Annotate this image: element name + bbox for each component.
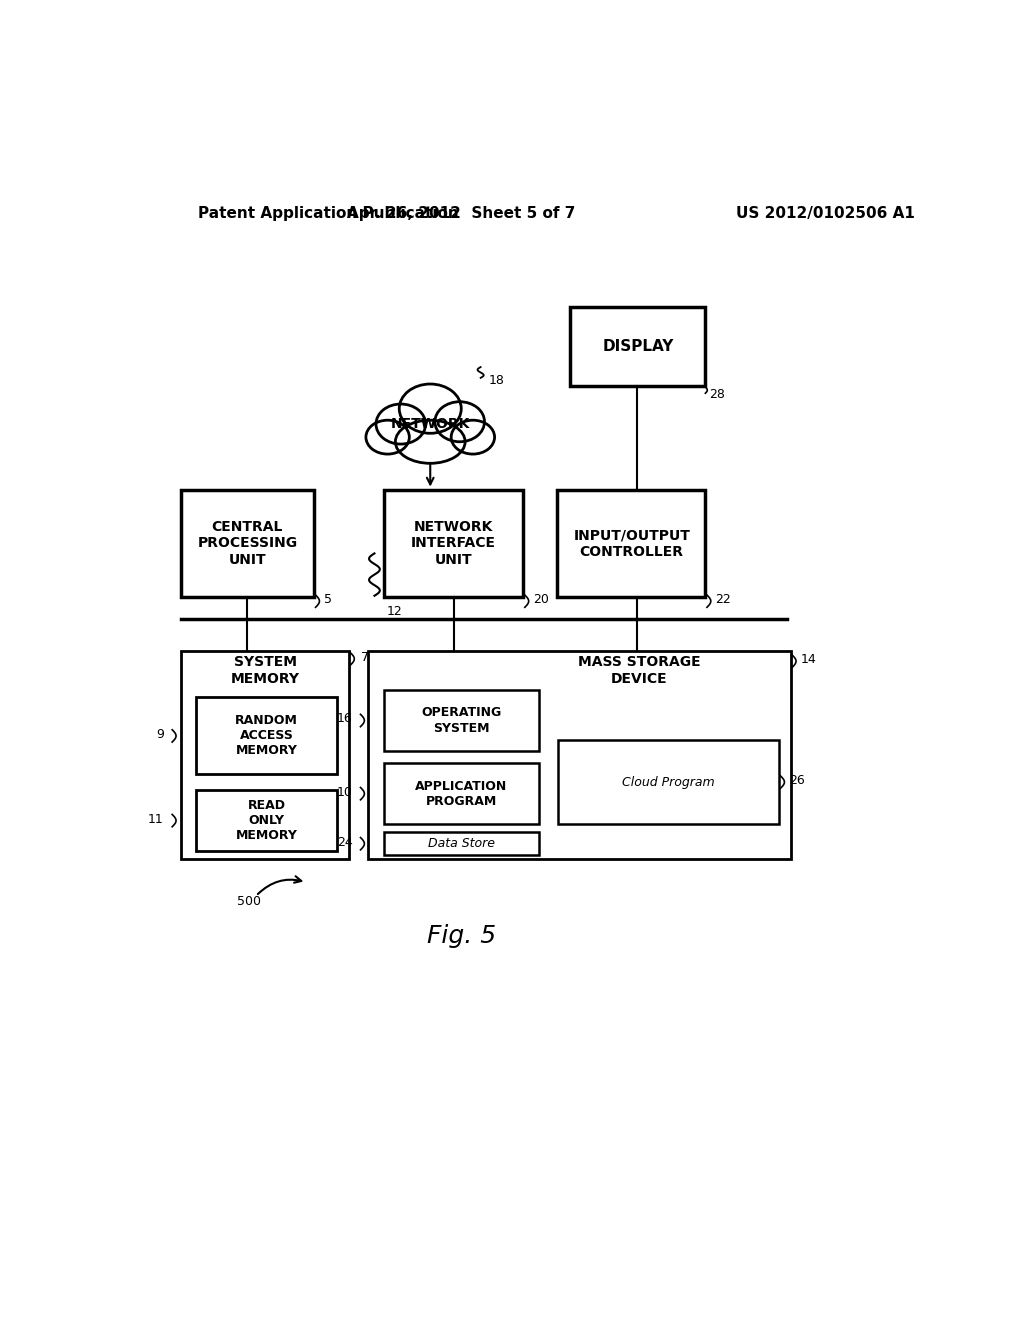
Text: DISPLAY: DISPLAY — [602, 339, 674, 354]
Text: 26: 26 — [790, 774, 805, 787]
Ellipse shape — [435, 401, 484, 442]
Text: 16: 16 — [337, 713, 352, 726]
Ellipse shape — [395, 420, 465, 463]
Ellipse shape — [452, 420, 495, 454]
Text: 20: 20 — [534, 593, 549, 606]
Ellipse shape — [399, 384, 461, 433]
Text: 5: 5 — [324, 593, 332, 606]
Text: 14: 14 — [801, 653, 816, 667]
Text: 18: 18 — [488, 374, 504, 387]
Text: SYSTEM
MEMORY: SYSTEM MEMORY — [230, 655, 300, 685]
Text: Cloud Program: Cloud Program — [622, 776, 715, 788]
Bar — [569, 308, 706, 385]
Text: 28: 28 — [710, 388, 725, 401]
Text: Data Store: Data Store — [428, 837, 495, 850]
Text: 9: 9 — [156, 727, 164, 741]
Ellipse shape — [366, 420, 410, 454]
Text: NETWORK
INTERFACE
UNIT: NETWORK INTERFACE UNIT — [411, 520, 496, 566]
Bar — [558, 739, 779, 825]
Text: RANDOM
ACCESS
MEMORY: RANDOM ACCESS MEMORY — [236, 714, 298, 758]
Bar — [197, 697, 337, 775]
Ellipse shape — [376, 404, 426, 444]
Text: Patent Application Publication: Patent Application Publication — [198, 206, 459, 222]
Text: 22: 22 — [716, 593, 731, 606]
Bar — [384, 490, 523, 598]
Bar — [180, 490, 314, 598]
Text: APPLICATION
PROGRAM: APPLICATION PROGRAM — [415, 780, 507, 808]
Bar — [384, 689, 539, 751]
Bar — [384, 832, 539, 855]
Text: NETWORK: NETWORK — [390, 417, 470, 432]
Text: 24: 24 — [337, 836, 352, 849]
Text: 7: 7 — [360, 651, 369, 664]
Bar — [384, 763, 539, 825]
Text: INPUT/OUTPUT
CONTROLLER: INPUT/OUTPUT CONTROLLER — [573, 528, 690, 558]
Text: OPERATING
SYSTEM: OPERATING SYSTEM — [421, 706, 502, 734]
Text: 10: 10 — [337, 785, 352, 799]
Text: 500: 500 — [237, 895, 260, 908]
Text: 11: 11 — [147, 813, 164, 825]
Text: 12: 12 — [387, 605, 402, 618]
Bar — [557, 490, 706, 598]
Text: Apr. 26, 2012  Sheet 5 of 7: Apr. 26, 2012 Sheet 5 of 7 — [347, 206, 575, 222]
Text: CENTRAL
PROCESSING
UNIT: CENTRAL PROCESSING UNIT — [198, 520, 297, 566]
Bar — [369, 651, 791, 859]
Bar — [197, 789, 337, 851]
Text: Fig. 5: Fig. 5 — [427, 924, 496, 948]
Bar — [180, 651, 349, 859]
Text: MASS STORAGE
DEVICE: MASS STORAGE DEVICE — [579, 655, 700, 685]
Text: READ
ONLY
MEMORY: READ ONLY MEMORY — [236, 799, 298, 842]
Text: US 2012/0102506 A1: US 2012/0102506 A1 — [736, 206, 914, 222]
